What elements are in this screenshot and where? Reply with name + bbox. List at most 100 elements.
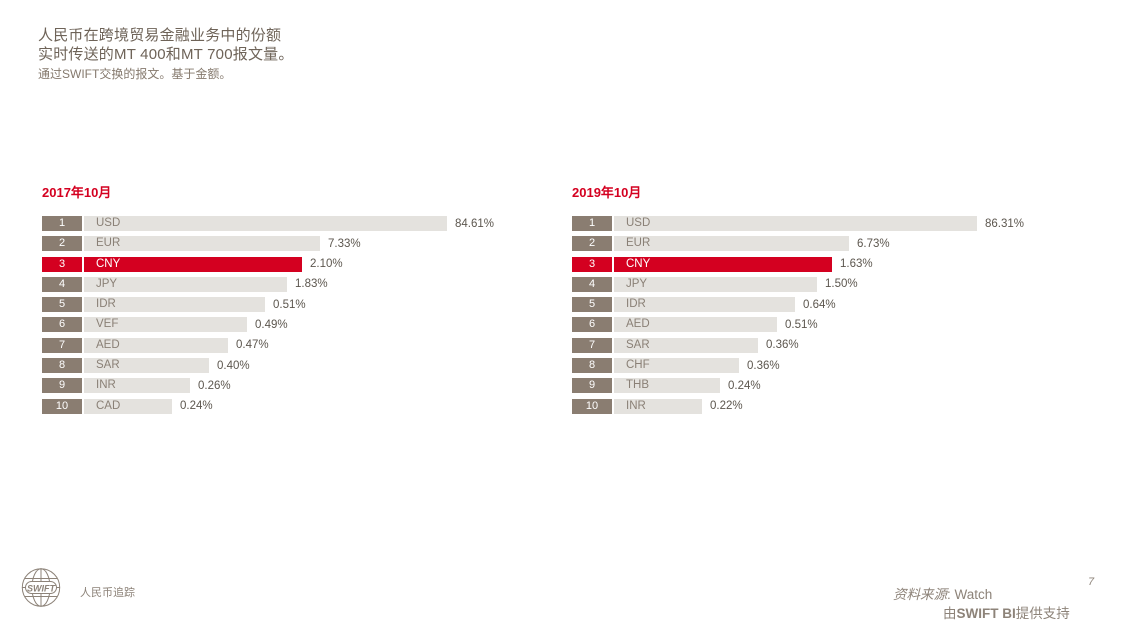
rank-badge: 7: [42, 337, 82, 353]
rank-badge: 4: [572, 276, 612, 292]
currency-bar: CAD: [84, 398, 172, 414]
rank-badge: 6: [572, 317, 612, 333]
rank-badge: 3: [572, 256, 612, 272]
currency-bar: EUR: [614, 236, 849, 252]
currency-bar: JPY: [84, 276, 287, 292]
bar-row-cny: 3 CNY 1.63%: [572, 256, 1077, 272]
rank-badge: 1: [572, 216, 612, 231]
rank-badge: 7: [572, 337, 612, 353]
value-label: 0.24%: [728, 379, 761, 392]
currency-bar: AED: [84, 337, 228, 353]
bar-row-usd: 1 USD 84.61%: [42, 216, 547, 231]
value-label: 0.51%: [273, 298, 306, 311]
source-value: Watch: [954, 587, 993, 602]
rank-badge: 2: [42, 236, 82, 252]
chart-title: 2019年10月: [572, 185, 642, 200]
rank-badge: 2: [572, 236, 612, 252]
chart-rows: 1 USD 84.61% 2 EUR 7.33% 3 CNY 2.10% 4 JPY 1.83% 5 ID…: [42, 216, 547, 419]
bar-row-jpy: 4 JPY 1.50%: [572, 276, 1077, 292]
currency-bar: SAR: [84, 358, 209, 374]
currency-bar: USD: [614, 216, 977, 231]
source-label: 资料来源: [893, 587, 947, 602]
value-label: 0.36%: [766, 339, 799, 352]
bar-row-cad: 10 CAD 0.24%: [42, 398, 547, 414]
powered-prefix: 由: [943, 606, 957, 621]
currency-bar: SAR: [614, 337, 758, 353]
rank-badge: 4: [42, 276, 82, 292]
bar-row-cny: 3 CNY 2.10%: [42, 256, 547, 272]
bar-row-inr: 10 INR 0.22%: [572, 398, 1077, 414]
swift-logo-text: SWIFT: [27, 584, 56, 594]
powered-suffix: 提供支持: [1015, 606, 1070, 621]
bar-row-idr: 5 IDR 0.64%: [572, 297, 1077, 313]
value-label: 6.73%: [857, 237, 890, 250]
rank-badge: 8: [572, 358, 612, 374]
value-label: 2.10%: [310, 258, 343, 271]
rank-badge: 1: [42, 216, 82, 231]
rank-badge: 8: [42, 358, 82, 374]
bar-row-eur: 2 EUR 6.73%: [572, 236, 1077, 252]
value-label: 0.22%: [710, 400, 743, 413]
footer-tracker-label: 人民币追踪: [80, 587, 135, 599]
currency-bar: INR: [614, 398, 702, 414]
value-label: 84.61%: [455, 217, 495, 230]
currency-bar: INR: [84, 378, 190, 394]
rank-badge: 9: [42, 378, 82, 394]
currency-bar: THB: [614, 378, 720, 394]
currency-bar: AED: [614, 317, 777, 333]
source-colon: :: [947, 587, 951, 602]
bar-row-eur: 2 EUR 7.33%: [42, 236, 547, 252]
currency-bar: CNY: [614, 256, 832, 272]
bar-row-jpy: 4 JPY 1.83%: [42, 276, 547, 292]
currency-bar: CNY: [84, 256, 302, 272]
source-line: 资料来源: Watch: [893, 583, 992, 603]
value-label: 0.40%: [217, 359, 250, 372]
bar-row-chf: 8 CHF 0.36%: [572, 358, 1077, 374]
header: 人民币在跨境贸易金融业务中的份额 实时传送的MT 400和MT 700报文量。 …: [38, 26, 294, 83]
bar-row-inr: 9 INR 0.26%: [42, 378, 547, 394]
value-label: 86.31%: [985, 217, 1025, 230]
bar-row-aed: 6 AED 0.51%: [572, 317, 1077, 333]
rank-badge: 10: [572, 398, 612, 414]
page-title-line1: 人民币在跨境贸易金融业务中的份额: [38, 27, 282, 44]
chart-2017: 2017年10月 1 USD 84.61% 2 EUR 7.33% 3 CNY 2.10% 4 JP…: [42, 182, 547, 414]
rank-badge: 6: [42, 317, 82, 333]
chart-2019: 2019年10月 1 USD 86.31% 2 EUR 6.73% 3 CNY 1.63% 4 JP…: [572, 182, 1077, 414]
page-subtitle: 通过SWIFT交换的报文。基于金额。: [38, 67, 232, 81]
powered-by-line: 由SWIFT BI提供支持: [943, 602, 1070, 622]
bar-row-thb: 9 THB 0.24%: [572, 378, 1077, 394]
value-label: 7.33%: [328, 237, 361, 250]
value-label: 0.26%: [198, 379, 231, 392]
chart-title: 2017年10月: [42, 185, 112, 200]
swift-globe-icon: SWIFT: [21, 568, 61, 607]
rank-badge: 10: [42, 398, 82, 414]
powered-brand: SWIFT BI: [956, 606, 1016, 621]
currency-bar: USD: [84, 216, 447, 231]
bar-row-sar: 7 SAR 0.36%: [572, 337, 1077, 353]
value-label: 0.49%: [255, 318, 288, 331]
currency-bar: IDR: [614, 297, 795, 313]
rank-badge: 5: [42, 297, 82, 313]
value-label: 1.63%: [840, 258, 873, 271]
value-label: 0.64%: [803, 298, 836, 311]
value-label: 1.50%: [825, 278, 858, 291]
currency-bar: JPY: [614, 276, 817, 292]
value-label: 0.47%: [236, 339, 269, 352]
swift-logo: SWIFT: [21, 567, 61, 613]
rank-badge: 3: [42, 256, 82, 272]
chart-rows: 1 USD 86.31% 2 EUR 6.73% 3 CNY 1.63% 4 JPY 1.50% 5 ID…: [572, 216, 1077, 419]
rank-badge: 9: [572, 378, 612, 394]
rank-badge: 5: [572, 297, 612, 313]
bar-row-sar: 8 SAR 0.40%: [42, 358, 547, 374]
currency-bar: CHF: [614, 358, 739, 374]
currency-bar: VEF: [84, 317, 247, 333]
value-label: 0.24%: [180, 400, 213, 413]
currency-bar: EUR: [84, 236, 320, 252]
value-label: 0.36%: [747, 359, 780, 372]
bar-row-aed: 7 AED 0.47%: [42, 337, 547, 353]
page-number: 7: [1088, 576, 1095, 588]
bar-row-idr: 5 IDR 0.51%: [42, 297, 547, 313]
bar-row-vef: 6 VEF 0.49%: [42, 317, 547, 333]
bar-row-usd: 1 USD 86.31%: [572, 216, 1077, 231]
